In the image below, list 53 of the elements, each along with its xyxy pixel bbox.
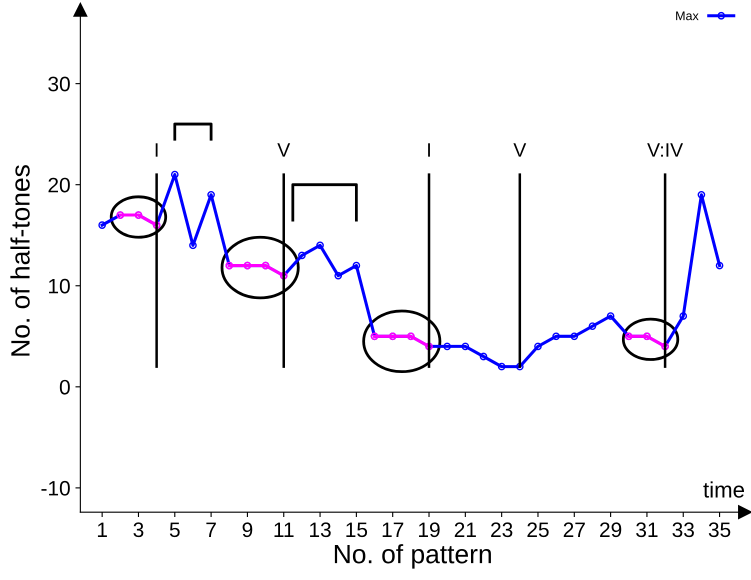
y-axis-title: No. of half-tones [10,165,30,356]
x-tick-label: 27 [564,522,585,537]
x-tick-label: 13 [310,522,331,538]
point [443,342,451,350]
x-tick-label: 19 [419,522,440,538]
point [170,170,179,178]
x-tick-label: 5 [170,522,180,538]
y-tick-label: -10 [41,480,70,496]
point [189,242,197,250]
point [716,262,724,270]
point [534,342,542,350]
point [498,362,506,370]
point [570,332,578,340]
x-tick-label: 9 [242,522,252,538]
x-tick-label: 21 [454,522,476,537]
y-tick-label: 20 [48,178,70,192]
point [462,342,470,350]
series-label: I [428,143,430,157]
series-label: V:IV [647,143,684,157]
point [606,312,614,320]
y-tick-label: 10 [49,278,70,294]
x-tick-label: 7 [206,522,216,537]
point [316,242,324,250]
annotation: time [703,481,744,498]
x-tick-label: 1 [98,522,107,537]
x-tick-label: 23 [491,522,512,538]
point [516,362,524,370]
x-tick-label: 17 [382,522,404,537]
series-label: V [277,143,290,157]
y-tick-label: 0 [60,380,70,395]
point [679,312,688,320]
legend-label: Max [676,12,699,20]
point [334,272,342,280]
point [480,352,488,360]
point [352,262,360,270]
point [588,322,596,330]
x-tick-label: 31 [636,522,658,538]
point [298,252,306,260]
x-tick-label: 15 [346,522,368,538]
point [98,221,106,229]
point [552,332,560,340]
x-tick-label: 11 [274,522,294,537]
x-axis-title: No. of pattern [334,544,491,569]
x-tick-label: 29 [600,522,622,538]
point [698,190,706,199]
y-tick-label: 30 [48,76,70,92]
point [207,190,215,199]
x-tick-label: 3 [133,522,144,538]
x-tick-label: 35 [708,522,730,538]
x-tick-label: 25 [527,522,549,538]
series-label: V [513,143,526,157]
x-tick-label: 33 [672,522,694,538]
series-label: I [156,143,158,157]
